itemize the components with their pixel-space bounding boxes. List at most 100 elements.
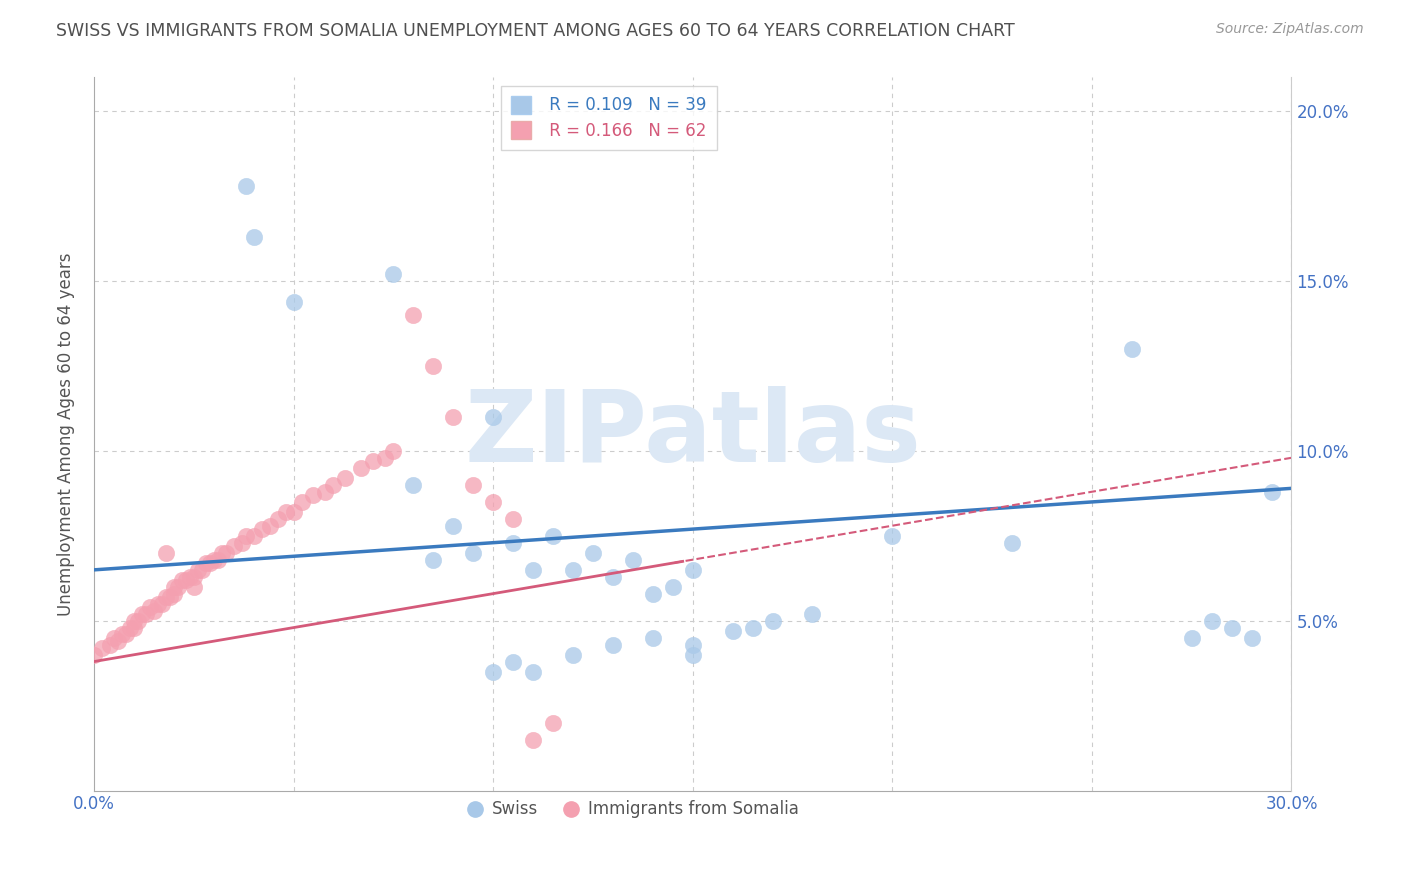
Point (283, 505, 305, 519)
Point (159, 590, 181, 604)
Point (482, 665, 505, 679)
Point (107, 634, 129, 648)
Point (1121, 342, 1143, 356)
Point (202, 552, 225, 566)
Point (1220, 621, 1243, 635)
Point (1001, 535, 1024, 549)
Point (322, 478, 344, 492)
Point (111, 627, 134, 641)
Point (522, 665, 544, 679)
Point (1260, 484, 1282, 499)
Point (561, 648, 583, 662)
Point (174, 573, 197, 587)
Point (463, 478, 485, 492)
Point (250, 522, 273, 536)
Point (441, 518, 464, 533)
Point (235, 179, 257, 194)
Point (242, 529, 264, 543)
Point (118, 621, 141, 635)
Point (187, 563, 209, 577)
Text: ZIPatlas: ZIPatlas (464, 385, 921, 483)
Point (146, 597, 169, 611)
Point (115, 627, 138, 641)
Point (131, 607, 153, 621)
Point (231, 535, 253, 549)
Point (1181, 631, 1204, 645)
Point (222, 539, 245, 553)
Point (441, 410, 464, 425)
Point (682, 638, 704, 652)
Point (283, 294, 305, 309)
Point (721, 624, 744, 638)
Point (207, 552, 229, 566)
Point (382, 444, 405, 458)
Point (350, 461, 373, 475)
Point (163, 587, 186, 601)
Text: Source: ZipAtlas.com: Source: ZipAtlas.com (1216, 22, 1364, 37)
Point (183, 580, 205, 594)
Point (402, 478, 425, 492)
Point (641, 631, 664, 645)
Point (242, 230, 264, 244)
Point (482, 495, 505, 509)
Point (163, 580, 186, 594)
Point (139, 600, 162, 615)
Point (135, 607, 157, 621)
Point (363, 454, 385, 468)
Point (98, 638, 121, 652)
Point (127, 614, 149, 628)
Point (266, 512, 288, 526)
Point (641, 587, 664, 601)
Point (335, 471, 357, 485)
Point (183, 569, 205, 583)
Point (502, 535, 524, 549)
Point (314, 484, 336, 499)
Point (801, 607, 824, 621)
Point (602, 638, 624, 652)
Point (582, 546, 605, 560)
Point (561, 563, 583, 577)
Point (302, 488, 325, 502)
Legend: Swiss, Immigrants from Somalia: Swiss, Immigrants from Somalia (460, 794, 806, 825)
Point (463, 546, 485, 560)
Point (482, 410, 505, 425)
Point (382, 268, 405, 282)
Point (290, 495, 312, 509)
Point (190, 563, 212, 577)
Point (502, 655, 524, 669)
Point (661, 580, 683, 594)
Point (741, 621, 763, 635)
Point (211, 546, 233, 560)
Point (142, 604, 165, 618)
Point (682, 563, 704, 577)
Point (150, 597, 173, 611)
Point (1240, 631, 1263, 645)
Point (122, 614, 145, 628)
Point (122, 621, 145, 635)
Point (194, 556, 217, 570)
Point (235, 529, 257, 543)
Point (155, 546, 177, 560)
Point (166, 580, 188, 594)
Point (214, 546, 236, 560)
Point (682, 648, 704, 662)
Point (274, 505, 297, 519)
Text: SWISS VS IMMIGRANTS FROM SOMALIA UNEMPLOYMENT AMONG AGES 60 TO 64 YEARS CORRELAT: SWISS VS IMMIGRANTS FROM SOMALIA UNEMPLO… (56, 22, 1015, 40)
Point (522, 563, 544, 577)
Point (83, 648, 105, 662)
Point (541, 715, 564, 730)
Point (761, 614, 783, 628)
Point (259, 518, 281, 533)
Point (179, 569, 201, 583)
Point (422, 552, 444, 566)
Point (522, 732, 544, 747)
Point (1201, 614, 1223, 628)
Point (198, 556, 221, 570)
Point (502, 512, 524, 526)
Y-axis label: Unemployment Among Ages 60 to 64 years: Unemployment Among Ages 60 to 64 years (58, 252, 75, 615)
Point (882, 529, 904, 543)
Point (155, 590, 177, 604)
Point (103, 631, 125, 645)
Point (90, 640, 112, 655)
Point (541, 529, 564, 543)
